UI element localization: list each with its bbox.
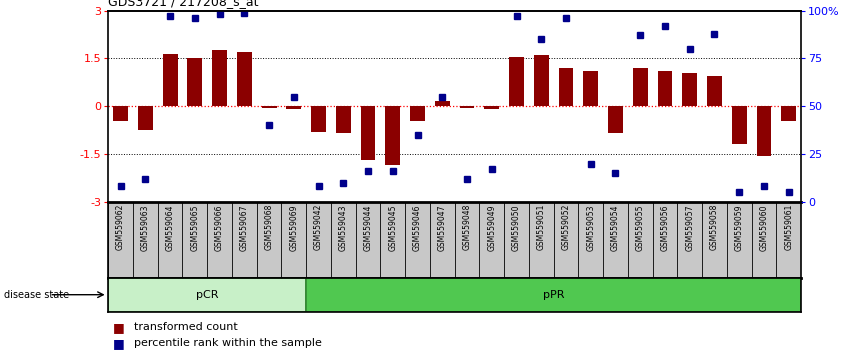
Bar	[311, 106, 326, 132]
Bar	[533, 55, 549, 106]
Text: GSM559051: GSM559051	[537, 204, 546, 250]
Text: GSM559061: GSM559061	[785, 204, 793, 250]
Text: GSM559043: GSM559043	[339, 204, 348, 251]
Text: GSM559047: GSM559047	[438, 204, 447, 251]
Bar	[262, 106, 276, 108]
Text: GSM559063: GSM559063	[141, 204, 150, 251]
Text: GSM559064: GSM559064	[165, 204, 175, 251]
Bar	[509, 57, 524, 106]
Bar	[410, 106, 425, 120]
Text: disease state: disease state	[4, 290, 69, 299]
Bar	[287, 106, 301, 109]
Text: percentile rank within the sample: percentile rank within the sample	[134, 338, 322, 348]
Bar	[682, 73, 697, 106]
Bar	[108, 278, 307, 312]
Text: GSM559056: GSM559056	[661, 204, 669, 251]
Bar	[707, 76, 722, 106]
Text: GSM559050: GSM559050	[512, 204, 521, 251]
Text: GSM559062: GSM559062	[116, 204, 125, 250]
Bar	[657, 71, 672, 106]
Text: ■: ■	[113, 321, 125, 334]
Text: GSM559068: GSM559068	[265, 204, 274, 250]
Text: GSM559042: GSM559042	[314, 204, 323, 250]
Text: pCR: pCR	[196, 290, 218, 300]
Text: GSM559052: GSM559052	[561, 204, 571, 250]
Bar	[336, 106, 351, 133]
Text: GSM559055: GSM559055	[636, 204, 644, 251]
Bar	[163, 53, 178, 106]
Text: ■: ■	[113, 337, 125, 350]
Bar	[360, 106, 376, 160]
Text: GSM559046: GSM559046	[413, 204, 422, 251]
Bar	[757, 106, 772, 156]
Bar	[584, 71, 598, 106]
Text: GSM559057: GSM559057	[685, 204, 695, 251]
Text: GSM559060: GSM559060	[759, 204, 768, 251]
Bar	[608, 106, 623, 133]
Text: transformed count: transformed count	[134, 322, 238, 332]
Text: GSM559065: GSM559065	[191, 204, 199, 251]
Text: GSM559069: GSM559069	[289, 204, 298, 251]
Bar	[237, 52, 252, 106]
Bar	[307, 278, 801, 312]
Text: GSM559066: GSM559066	[215, 204, 224, 251]
Bar	[460, 106, 475, 108]
Text: GSM559045: GSM559045	[388, 204, 397, 251]
Bar	[732, 106, 746, 144]
Bar	[781, 106, 796, 120]
Bar	[385, 106, 400, 165]
Text: GSM559048: GSM559048	[462, 204, 471, 250]
Bar	[484, 106, 499, 109]
Text: GSM559058: GSM559058	[710, 204, 719, 250]
Bar	[138, 106, 152, 130]
Text: GSM559067: GSM559067	[240, 204, 249, 251]
Text: GSM559044: GSM559044	[364, 204, 372, 251]
Text: GSM559049: GSM559049	[488, 204, 496, 251]
Text: GDS3721 / 217208_s_at: GDS3721 / 217208_s_at	[108, 0, 259, 8]
Text: GSM559054: GSM559054	[611, 204, 620, 251]
Text: pPR: pPR	[543, 290, 565, 300]
Bar	[559, 68, 573, 106]
Bar	[113, 106, 128, 120]
Text: GSM559053: GSM559053	[586, 204, 595, 251]
Bar	[212, 50, 227, 106]
Bar	[633, 68, 648, 106]
Bar	[435, 101, 449, 106]
Bar	[187, 58, 203, 106]
Text: GSM559059: GSM559059	[734, 204, 744, 251]
